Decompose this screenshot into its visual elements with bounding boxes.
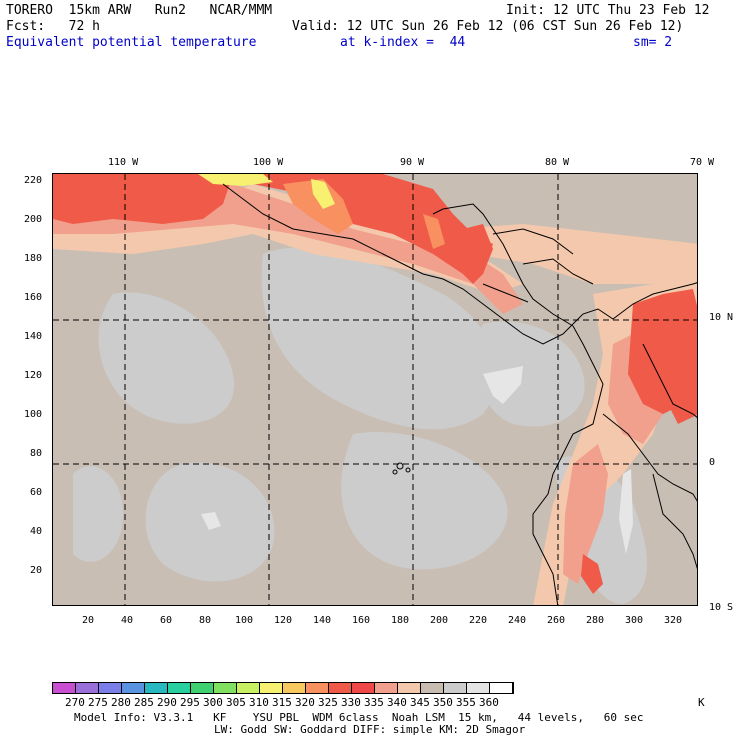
colorbar-level-label: 310 <box>249 696 269 709</box>
colorbar-swatch <box>99 683 122 693</box>
lat-label-10s: 10 S <box>709 602 734 613</box>
colorbar-level-label: 290 <box>157 696 177 709</box>
colorbar-swatch <box>214 683 237 693</box>
map-panel <box>52 173 698 606</box>
x-tick: 240 <box>508 615 527 626</box>
lat-label-0: 0 <box>709 457 716 468</box>
colorbar-level-label: 350 <box>433 696 453 709</box>
colorbar-swatch <box>421 683 444 693</box>
colorbar-level-label: 295 <box>180 696 200 709</box>
x-tick: 60 <box>160 615 173 626</box>
colorbar-level-label: 325 <box>318 696 338 709</box>
lon-label-90w: 90 W <box>400 157 425 168</box>
init-time: Init: 12 UTC Thu 23 Feb 12 <box>506 3 710 18</box>
x-tick: 280 <box>586 615 605 626</box>
colorbar-swatch <box>122 683 145 693</box>
x-tick: 120 <box>274 615 293 626</box>
x-tick: 140 <box>313 615 332 626</box>
colorbar-level-label: 285 <box>134 696 154 709</box>
colorbar-swatch <box>444 683 467 693</box>
colorbar-level-label: 345 <box>410 696 430 709</box>
x-tick: 160 <box>352 615 371 626</box>
colorbar-swatch <box>398 683 421 693</box>
colorbar-swatch <box>53 683 76 693</box>
x-tick: 180 <box>391 615 410 626</box>
colorbar-swatch <box>467 683 490 693</box>
y-tick: 200 <box>24 214 43 225</box>
colorbar-swatch <box>260 683 283 693</box>
lon-label-110w: 110 W <box>108 157 139 168</box>
colorbar-unit: K <box>698 696 705 709</box>
forecast-hour: Fcst: 72 h <box>6 19 100 34</box>
y-tick: 40 <box>30 526 43 537</box>
level-info: at k-index = 44 <box>340 35 466 50</box>
colorbar-level-label: 300 <box>203 696 223 709</box>
colorbar-swatch <box>283 683 306 693</box>
x-tick: 80 <box>199 615 212 626</box>
colorbar-level-label: 330 <box>341 696 361 709</box>
y-tick: 80 <box>30 448 43 459</box>
theta-e-field <box>53 174 697 605</box>
lon-label-70w: 70 W <box>690 157 715 168</box>
colorbar-level-label: 340 <box>387 696 407 709</box>
lon-label-80w: 80 W <box>545 157 570 168</box>
x-tick: 100 <box>235 615 254 626</box>
x-tick: 300 <box>625 615 644 626</box>
y-tick: 160 <box>24 292 43 303</box>
colorbar <box>52 682 514 694</box>
colorbar-level-label: 305 <box>226 696 246 709</box>
y-tick: 60 <box>30 487 43 498</box>
colorbar-swatch <box>375 683 398 693</box>
colorbar-level-label: 320 <box>295 696 315 709</box>
colorbar-level-label: 270 <box>65 696 85 709</box>
valid-time: Valid: 12 UTC Sun 26 Feb 12 (06 CST Sun … <box>292 19 684 34</box>
colorbar-swatch <box>237 683 260 693</box>
x-tick: 260 <box>547 615 566 626</box>
colorbar-swatch <box>191 683 214 693</box>
colorbar-level-label: 275 <box>88 696 108 709</box>
field-name: Equivalent potential temperature <box>6 35 257 50</box>
y-tick: 140 <box>24 331 43 342</box>
lat-label-10n: 10 N <box>709 312 734 323</box>
model-title: TORERO 15km ARW Run2 NCAR/MMM <box>6 3 273 18</box>
colorbar-level-label: 335 <box>364 696 384 709</box>
y-tick: 20 <box>30 565 43 576</box>
lon-label-100w: 100 W <box>253 157 284 168</box>
physics-info: LW: Godd SW: Goddard DIFF: simple KM: 2D… <box>214 723 526 736</box>
colorbar-swatch <box>306 683 329 693</box>
colorbar-level-label: 360 <box>479 696 499 709</box>
colorbar-swatch <box>145 683 168 693</box>
y-tick: 180 <box>24 253 43 264</box>
colorbar-swatch <box>329 683 352 693</box>
y-tick: 120 <box>24 370 43 381</box>
x-tick: 220 <box>469 615 488 626</box>
y-tick: 220 <box>24 175 43 186</box>
colorbar-swatch <box>490 683 513 693</box>
colorbar-swatch <box>76 683 99 693</box>
smoothing-info: sm= 2 <box>633 35 673 50</box>
x-tick: 200 <box>430 615 449 626</box>
colorbar-level-label: 315 <box>272 696 292 709</box>
colorbar-level-label: 280 <box>111 696 131 709</box>
colorbar-level-label: 355 <box>456 696 476 709</box>
colorbar-swatch <box>168 683 191 693</box>
model-info: Model Info: V3.3.1 KF YSU PBL WDM 6class… <box>74 711 644 724</box>
colorbar-swatch <box>352 683 375 693</box>
y-tick: 100 <box>24 409 43 420</box>
x-tick: 20 <box>82 615 95 626</box>
x-tick: 320 <box>664 615 683 626</box>
x-tick: 40 <box>121 615 134 626</box>
